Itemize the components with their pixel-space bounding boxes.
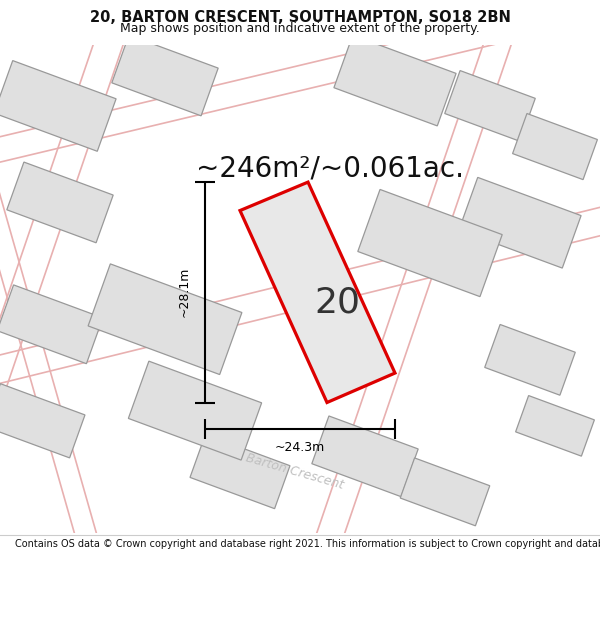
Polygon shape [88,264,242,374]
Polygon shape [312,416,418,497]
Polygon shape [112,35,218,116]
Polygon shape [190,434,290,509]
Polygon shape [0,384,85,458]
Polygon shape [445,71,535,141]
Polygon shape [7,162,113,242]
Polygon shape [358,189,502,297]
Text: ~246m²/~0.061ac.: ~246m²/~0.061ac. [196,154,464,182]
Text: Map shows position and indicative extent of the property.: Map shows position and indicative extent… [120,22,480,35]
Text: 20: 20 [314,285,361,319]
Text: ~28.1m: ~28.1m [178,267,191,318]
Polygon shape [334,35,456,126]
Text: 20, BARTON CRESCENT, SOUTHAMPTON, SO18 2BN: 20, BARTON CRESCENT, SOUTHAMPTON, SO18 2… [89,10,511,25]
Polygon shape [128,361,262,460]
Text: Contains OS data © Crown copyright and database right 2021. This information is : Contains OS data © Crown copyright and d… [15,539,600,549]
Polygon shape [512,114,598,179]
Text: ~24.3m: ~24.3m [275,441,325,454]
Polygon shape [0,285,103,364]
Polygon shape [459,177,581,268]
Polygon shape [240,182,395,402]
Polygon shape [485,324,575,395]
Polygon shape [400,458,490,526]
Polygon shape [0,61,116,151]
Polygon shape [515,396,595,456]
Text: Barton Crescent: Barton Crescent [245,451,346,492]
